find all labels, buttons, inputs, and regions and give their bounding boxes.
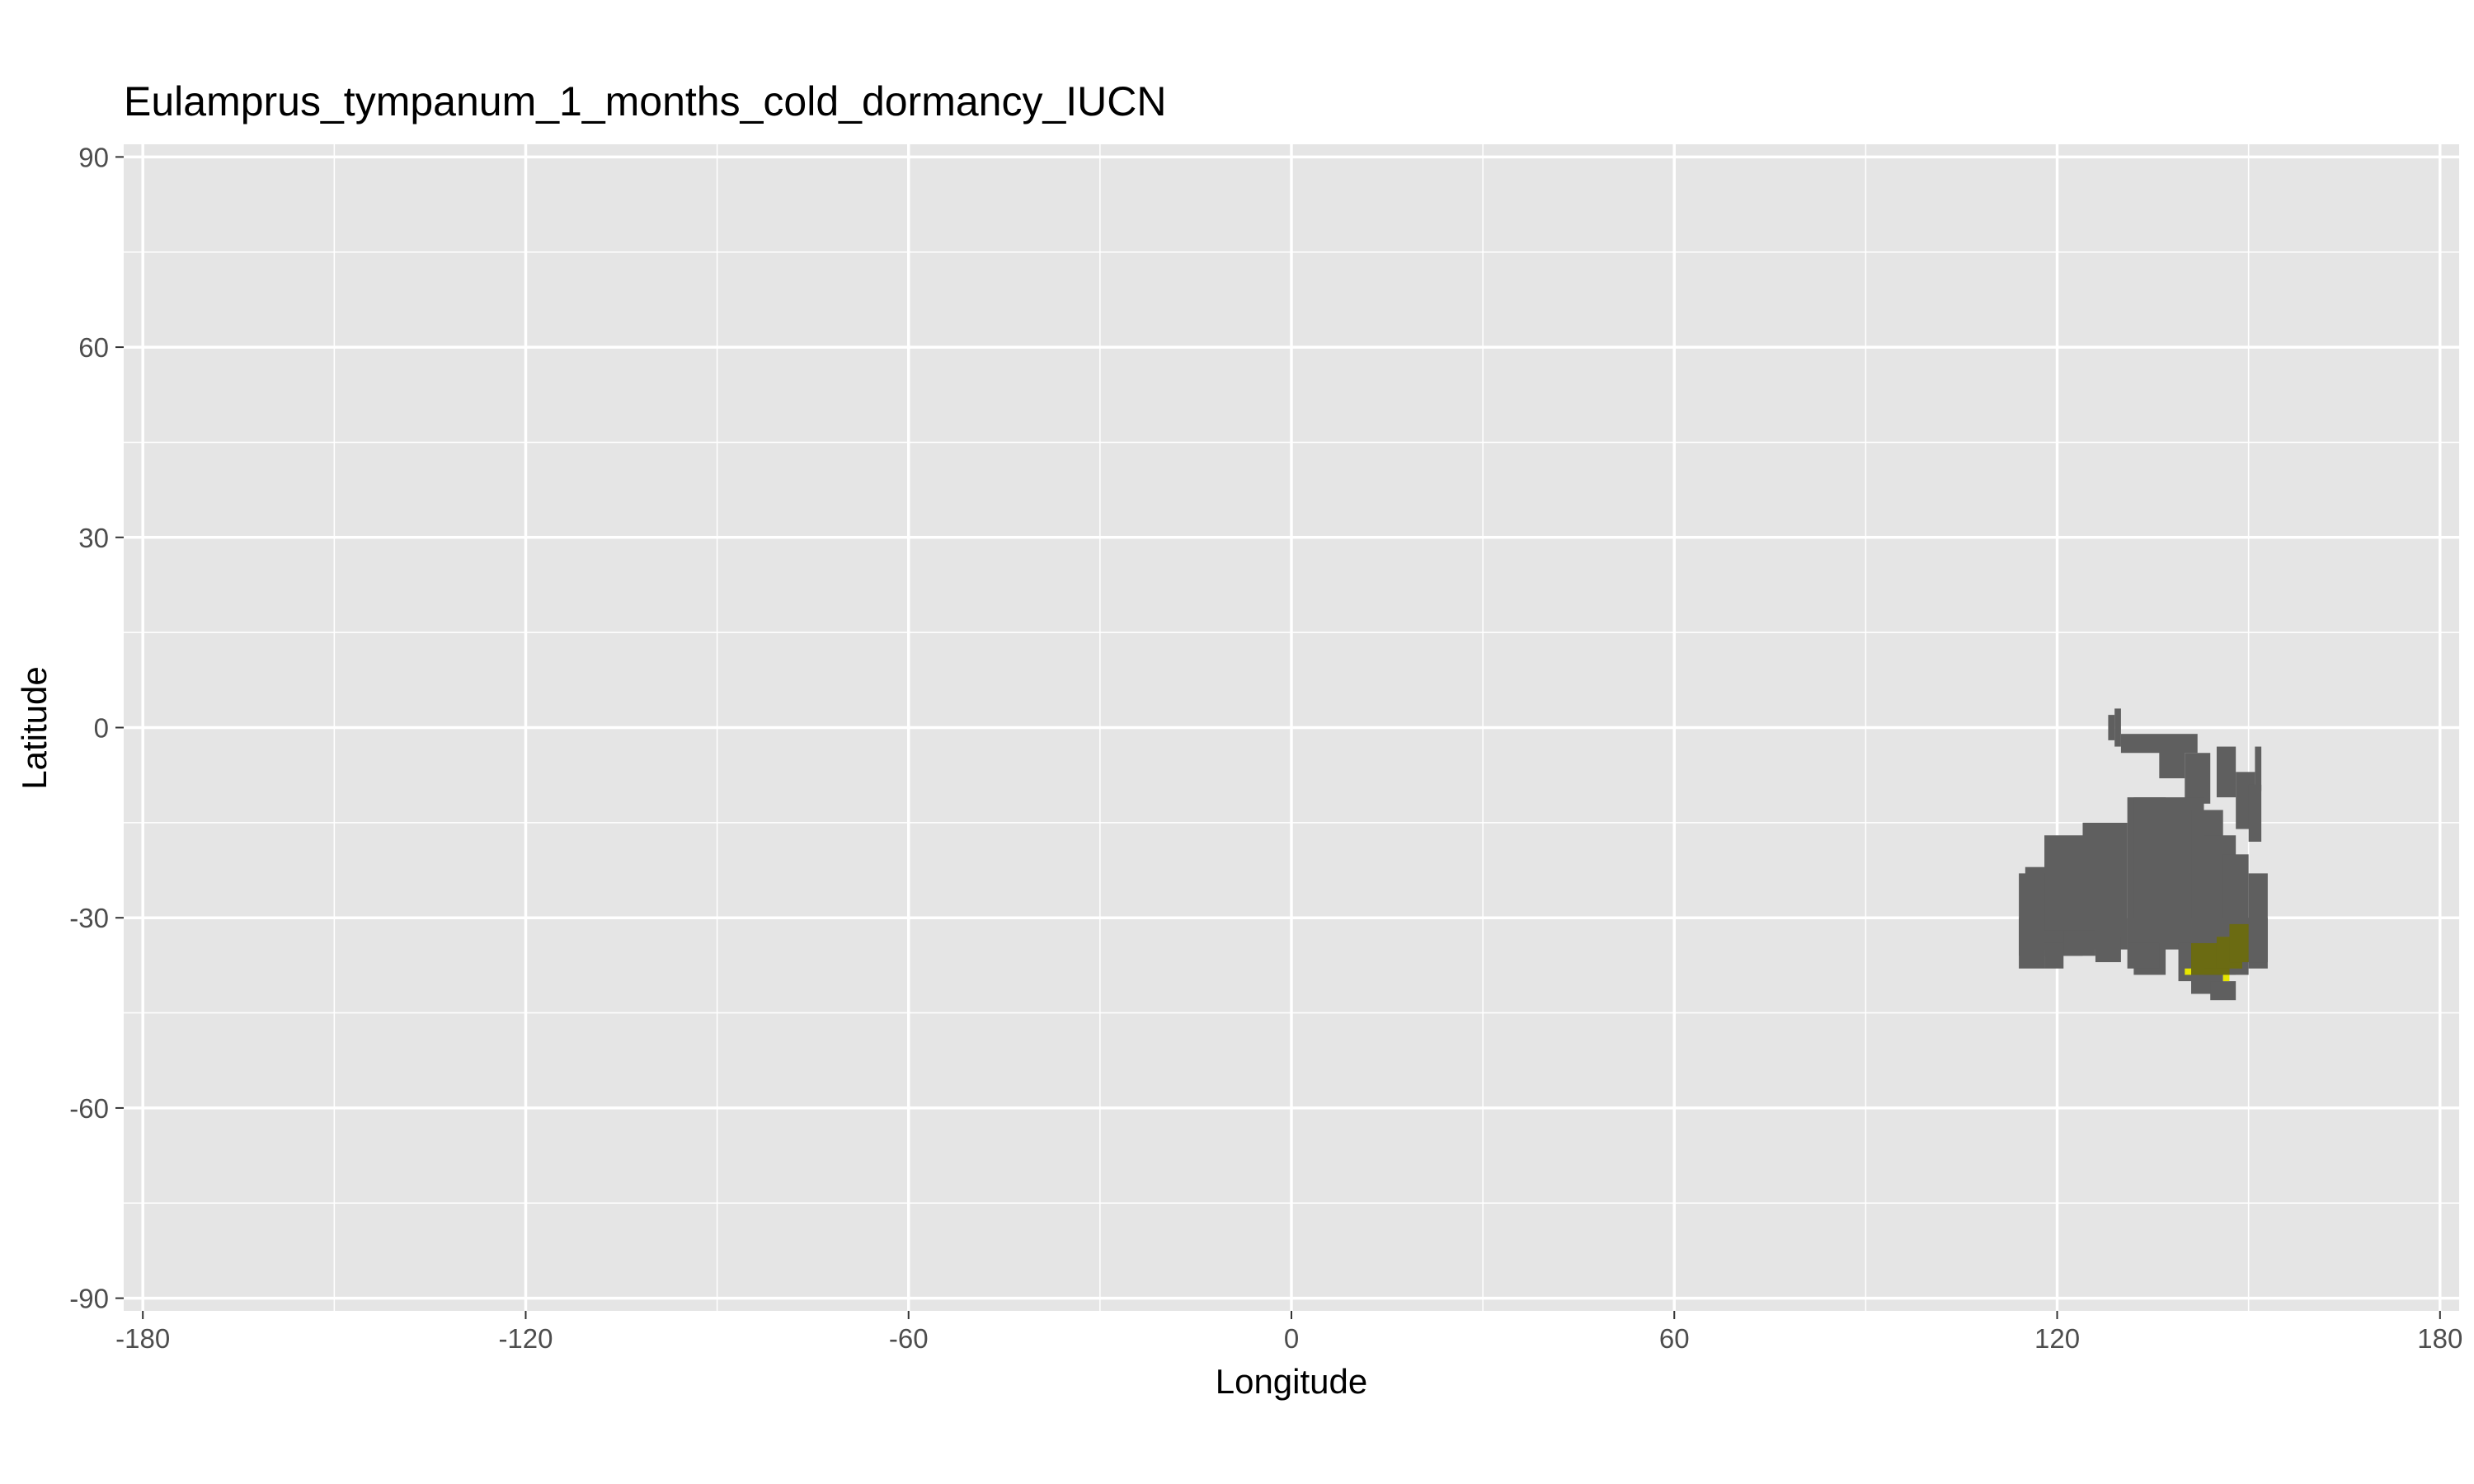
range-cell	[2063, 930, 2095, 956]
x-tick-label: 60	[1659, 1323, 1690, 1354]
x-tick-label: 180	[2417, 1323, 2462, 1354]
range-cell	[2095, 937, 2121, 963]
range-cell	[2248, 784, 2262, 842]
dormancy_edge-cell	[2185, 968, 2192, 975]
y-tick-label: 60	[78, 332, 109, 363]
dormancy_suitable-cell	[2229, 923, 2249, 963]
dormancy_edge-cell	[2222, 974, 2230, 982]
range-cell	[2255, 746, 2262, 791]
raster-cells	[2019, 708, 2268, 1001]
range-cell	[2082, 822, 2128, 950]
grid-lines	[124, 144, 2459, 1311]
x-tick-label: 0	[1284, 1323, 1299, 1354]
y-tick-label: -60	[69, 1093, 109, 1124]
range-cell	[2127, 942, 2160, 969]
range-cell	[2185, 753, 2211, 804]
y-tick-label: 90	[78, 142, 109, 172]
axis-ticks: -180 -120 -60 0 60 120 180 90 60 30 0 -30 -60 -90	[69, 142, 2462, 1354]
range-cell	[2159, 746, 2185, 779]
x-tick-label: -180	[115, 1323, 170, 1354]
range-cell	[2019, 918, 2045, 969]
range-cell	[2216, 746, 2236, 798]
y-tick-label: -90	[69, 1284, 109, 1314]
x-tick-label: -60	[889, 1323, 929, 1354]
range-cell	[2210, 981, 2236, 1001]
y-tick-label: 0	[94, 713, 109, 744]
y-tick-label: 30	[78, 523, 109, 553]
range-cell	[2114, 708, 2121, 747]
x-tick-label: -120	[498, 1323, 553, 1354]
range-cell	[2127, 918, 2204, 943]
chart-title: Eulamprus_tympanum_1_months_cold_dormanc…	[124, 78, 1167, 124]
dormancy_suitable-cell	[2204, 968, 2230, 975]
x-axis-title: Longitude	[1216, 1362, 1368, 1401]
x-tick-label: 120	[2034, 1323, 2080, 1354]
range-cell	[2108, 715, 2115, 740]
y-axis-title: Latitude	[15, 666, 54, 789]
y-tick-label: -30	[69, 903, 109, 933]
